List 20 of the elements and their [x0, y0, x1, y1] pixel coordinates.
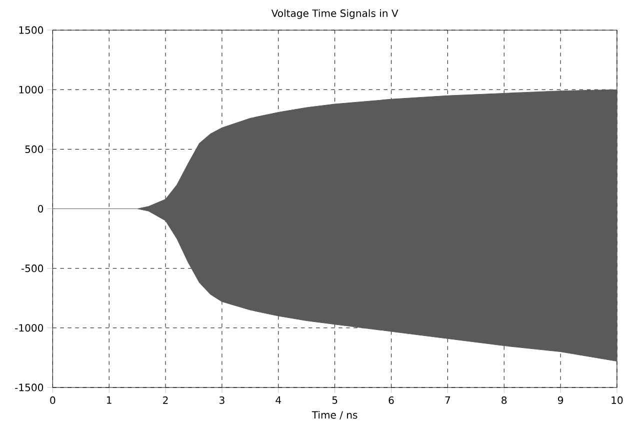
x-axis-title: Time / ns [312, 411, 358, 420]
y-tick-label: 1000 [19, 86, 44, 94]
x-tick-label: 0 [50, 396, 56, 404]
x-tick-label: 3 [220, 396, 224, 404]
y-tick-label: 0 [38, 205, 44, 213]
y-tick-label: 1500 [19, 26, 44, 34]
x-tick-label: 6 [388, 396, 394, 404]
x-tick-label: 7 [445, 396, 450, 404]
y-tick-label: -500 [21, 264, 44, 272]
x-tick-label: 9 [558, 396, 564, 404]
y-tick-label: -1500 [15, 384, 44, 392]
y-tick-label: -1000 [15, 324, 44, 332]
chart-title: Voltage Time Signals in V [271, 9, 398, 20]
x-tick-label: 4 [276, 396, 282, 404]
x-tick-label: 1 [107, 396, 112, 404]
x-tick-label: 2 [163, 396, 168, 404]
x-tick-label: 8 [502, 396, 507, 404]
x-tick-label: 5 [332, 396, 338, 404]
x-tick-label: 10 [612, 396, 623, 404]
y-tick-label: 500 [25, 146, 44, 154]
